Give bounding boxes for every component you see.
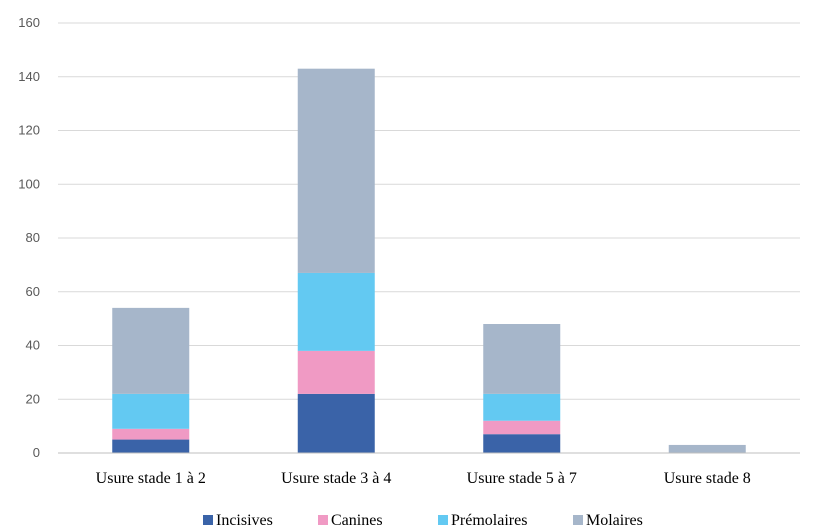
legend-label: Prémolaires — [451, 512, 527, 529]
legend-swatch — [438, 515, 448, 525]
legend-label: Incisives — [216, 512, 273, 529]
bar-segment — [297, 68, 375, 273]
x-tick-label: Usure stade 8 — [664, 470, 751, 487]
x-tick-label: Usure stade 3 à 4 — [281, 470, 391, 487]
y-tick-label: 160 — [18, 15, 40, 30]
bar-segment — [297, 272, 375, 351]
bar-segment — [483, 393, 561, 421]
y-tick-label: 100 — [18, 176, 40, 191]
legend-swatch — [573, 515, 583, 525]
bar-segment — [297, 393, 375, 453]
bar-segment — [483, 420, 561, 435]
y-tick-label: 20 — [26, 391, 40, 406]
y-tick-label: 140 — [18, 69, 40, 84]
y-tick-label: 120 — [18, 123, 40, 138]
bar-segment — [112, 393, 190, 429]
bar-segment — [483, 434, 561, 453]
bar-segment — [112, 439, 190, 453]
bar-segment — [297, 350, 375, 394]
x-tick-label: Usure stade 5 à 7 — [467, 470, 577, 487]
legend-swatch — [318, 515, 328, 525]
y-tick-label: 40 — [26, 338, 40, 353]
bar-segment — [112, 307, 190, 394]
bar-segment — [112, 428, 190, 440]
bars — [112, 68, 746, 453]
legend: Incisives Canines Prémolaires Molaires — [203, 512, 643, 529]
legend-swatch — [203, 515, 213, 525]
legend-label: Canines — [331, 512, 383, 529]
x-tick-label: Usure stade 1 à 2 — [96, 470, 206, 487]
bar-segment — [668, 444, 746, 453]
y-axis-ticks: 0 20 40 60 80 100 120 140 160 — [18, 15, 40, 460]
legend-label: Molaires — [586, 512, 643, 529]
y-tick-label: 0 — [33, 445, 40, 460]
y-tick-label: 60 — [26, 284, 40, 299]
x-axis-ticks: Usure stade 1 à 2 Usure stade 3 à 4 Usure … — [96, 470, 751, 487]
y-tick-label: 80 — [26, 230, 40, 245]
bar-segment — [483, 324, 561, 394]
